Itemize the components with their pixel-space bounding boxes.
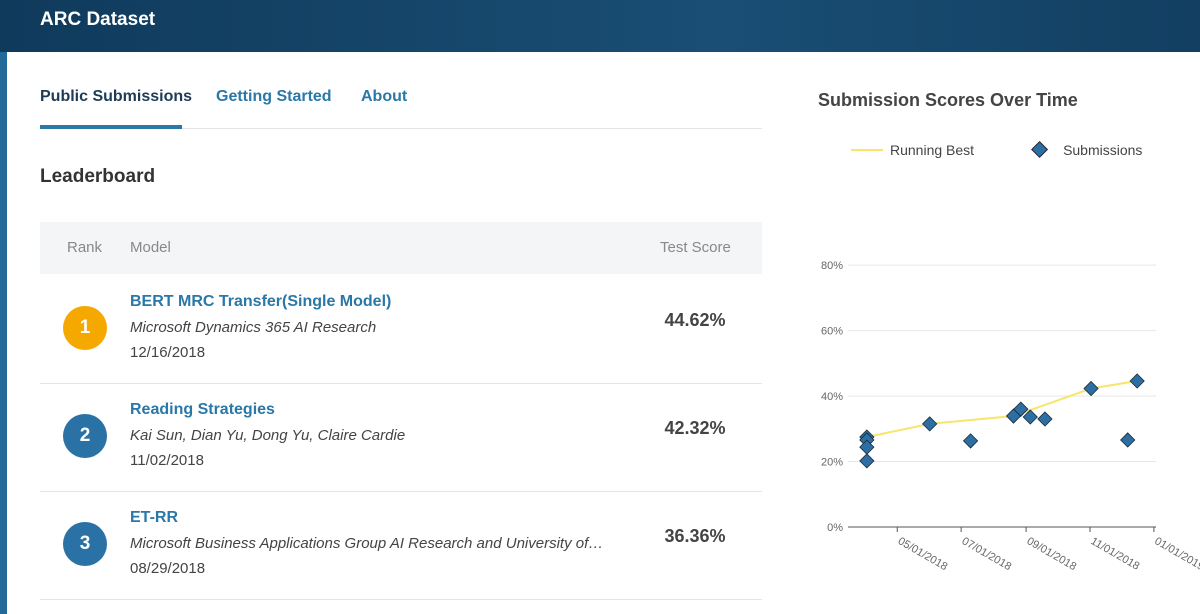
submission-point <box>1022 409 1038 425</box>
table-row: 1 BERT MRC Transfer(Single Model) Microsof… <box>40 275 762 384</box>
model-name[interactable]: Reading Strategies <box>130 401 275 418</box>
test-score: 36.36% <box>664 526 726 546</box>
y-tick-label: 80% <box>821 260 843 272</box>
submission-date: 11/02/2018 <box>130 452 204 469</box>
table-row: 3 ET-RR Microsoft Business Applications Gr… <box>40 491 762 600</box>
submission-point <box>1037 411 1053 427</box>
active-tab-indicator <box>40 125 182 129</box>
tab[interactable]: About <box>361 88 408 105</box>
submission-point <box>1013 401 1029 417</box>
rank-badge: 1 <box>63 306 107 350</box>
model-name[interactable]: ET-RR <box>130 509 178 526</box>
side-stripe <box>0 52 7 614</box>
legend-swatch <box>1031 141 1049 158</box>
submission-point <box>859 439 875 455</box>
x-tick-label: 11/01/2018 <box>1089 535 1142 573</box>
tab[interactable]: Getting Started <box>216 88 332 105</box>
column-header: Model <box>130 239 171 256</box>
app-title: ARC Dataset <box>40 9 156 30</box>
y-tick-label: 40% <box>821 391 843 403</box>
legend-label: Submissions <box>1063 142 1142 158</box>
submission-point <box>922 416 938 432</box>
submission-point <box>859 453 875 469</box>
x-tick-label: 01/01/2019 <box>1152 535 1200 573</box>
submission-date: 12/16/2018 <box>130 344 206 361</box>
rank-badge: 2 <box>63 414 107 458</box>
y-tick-label: 0% <box>827 522 843 534</box>
table-header: Rank Model Test Score <box>40 222 762 274</box>
y-tick-label: 60% <box>821 326 843 338</box>
column-header: Test Score <box>660 239 731 256</box>
rank-badge: 3 <box>63 522 107 566</box>
test-score: 42.32% <box>664 418 726 438</box>
legend-label: Running Best <box>890 142 974 158</box>
header: ARC Dataset <box>0 0 1200 52</box>
column-header: Rank <box>67 239 103 256</box>
tab[interactable]: Public Submissions <box>40 88 193 105</box>
model-name[interactable]: BERT MRC Transfer(Single Model) <box>130 293 392 310</box>
submission-date: 08/29/2018 <box>130 560 206 577</box>
submission-point <box>1083 380 1099 397</box>
section-title: Leaderboard <box>40 166 156 187</box>
submission-point <box>1120 432 1136 448</box>
test-score: 44.62% <box>664 310 726 330</box>
x-tick-label: 09/01/2018 <box>1025 535 1079 573</box>
y-tick-label: 20% <box>821 457 843 469</box>
x-tick-label: 07/01/2018 <box>960 535 1014 573</box>
table-row: 2 Reading Strategies Kai Sun, Dian Yu, Don… <box>40 383 762 492</box>
submission-point <box>962 433 979 449</box>
chart-title: Submission Scores Over Time <box>818 90 1078 110</box>
x-tick-label: 05/01/2018 <box>896 535 950 573</box>
submission-point <box>1129 373 1145 389</box>
tab-divider <box>40 128 762 129</box>
